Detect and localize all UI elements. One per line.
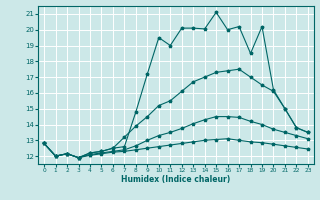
- X-axis label: Humidex (Indice chaleur): Humidex (Indice chaleur): [121, 175, 231, 184]
